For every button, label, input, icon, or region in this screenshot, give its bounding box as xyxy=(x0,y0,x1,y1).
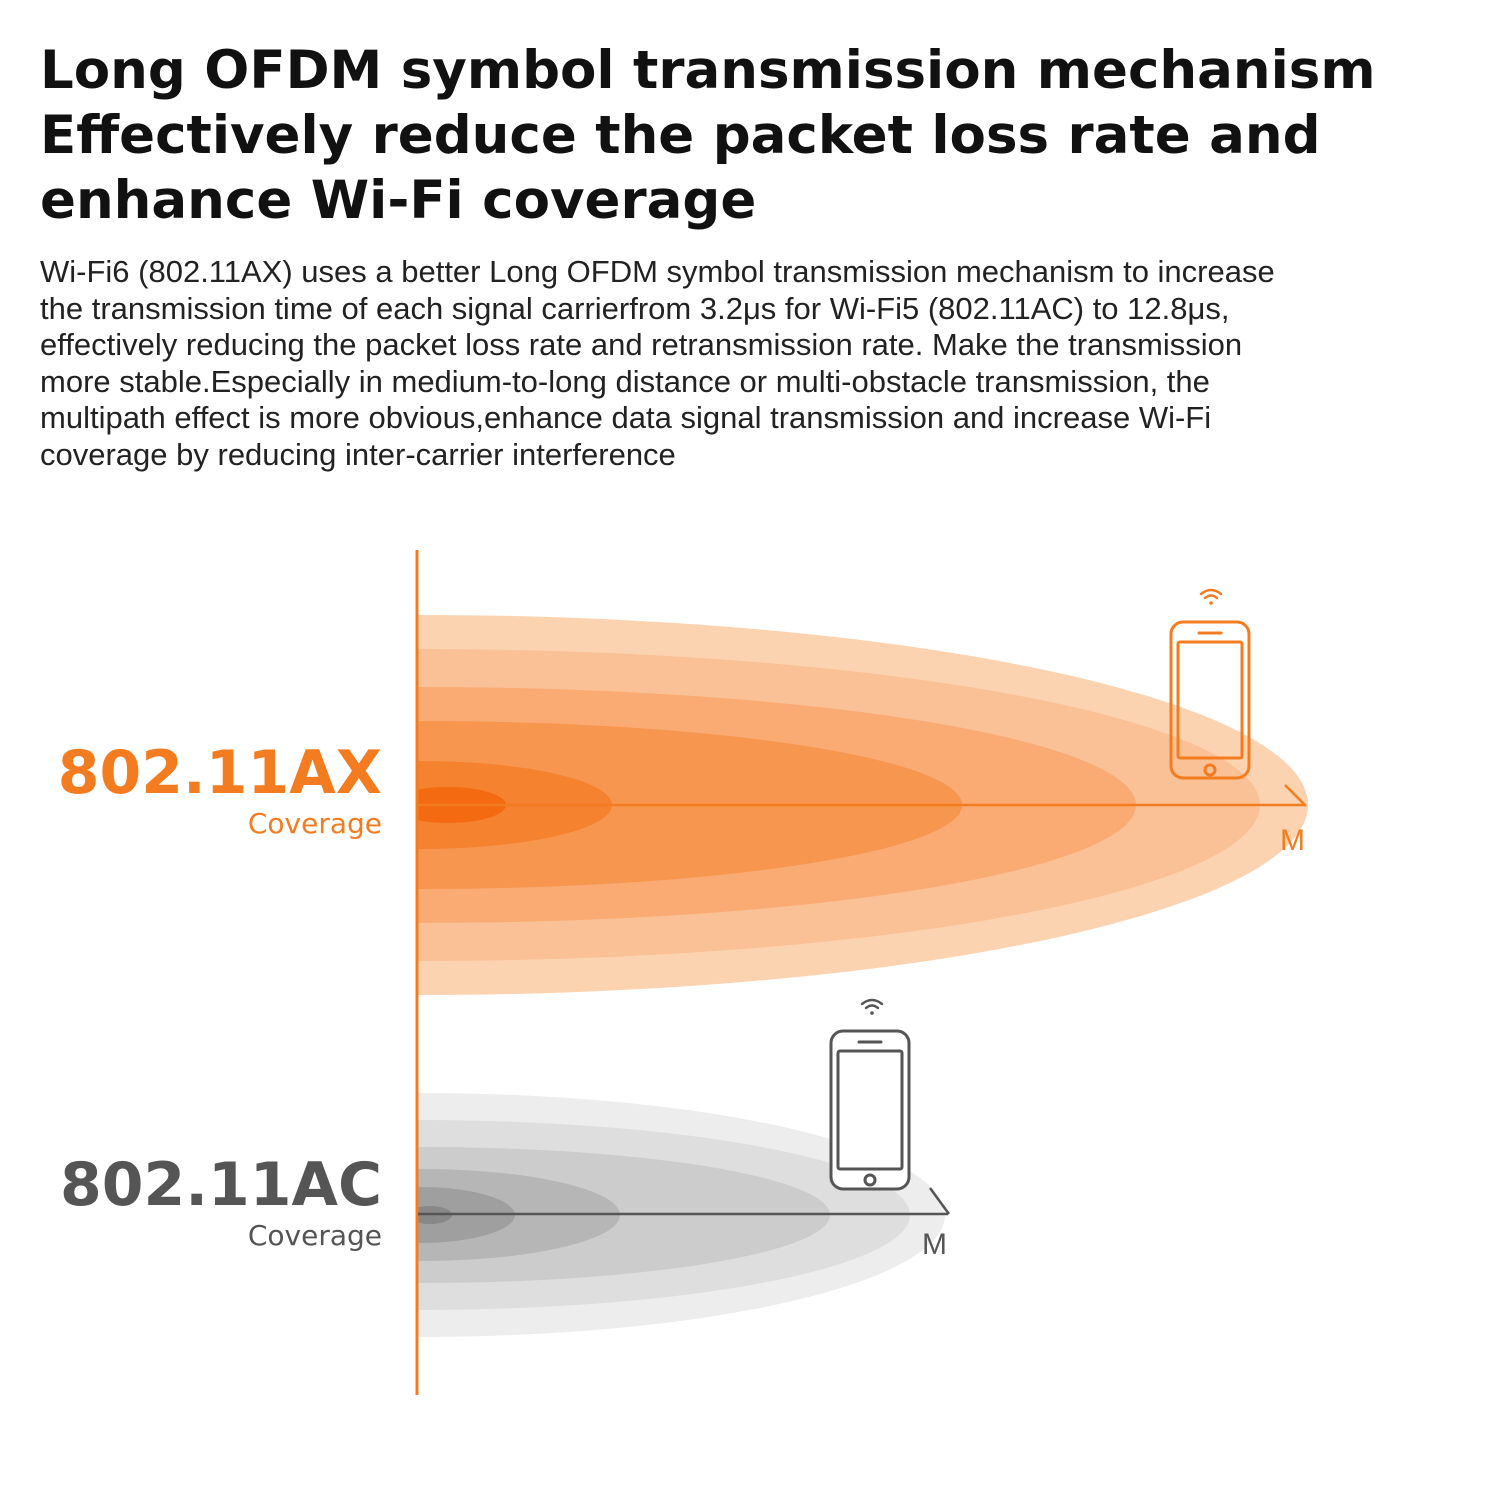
ax-coverage-caption: Coverage xyxy=(247,807,382,840)
ac-distance-axis xyxy=(418,1187,951,1216)
headline-line: Effectively reduce the packet loss rate … xyxy=(40,105,1321,166)
description-line: more stable.Especially in medium-to-long… xyxy=(40,363,1210,399)
wifi-icon xyxy=(1199,588,1223,605)
description-line: effectively reducing the packet loss rat… xyxy=(40,327,1243,363)
coverage-diagram xyxy=(415,550,1308,1395)
description-line: the transmission time of each signal car… xyxy=(40,290,1230,326)
description-line: Wi-Fi6 (802.11AX) uses a better Long OFD… xyxy=(40,254,1275,289)
description-line: coverage by reducing inter-carrier inter… xyxy=(40,436,676,472)
ax-standard-name: 802.11AX xyxy=(57,738,382,808)
headline: Long OFDM symbol transmission mechanism … xyxy=(40,38,1480,233)
ax-coverage-label: 802.11AX Coverage xyxy=(22,740,382,840)
ac-axis-unit: M xyxy=(922,1228,947,1261)
smartphone-icon xyxy=(829,1029,911,1191)
ax-distance-axis xyxy=(418,784,1307,807)
ax-axis-unit: M xyxy=(1280,824,1305,857)
description-line: multipath effect is more obvious,enhance… xyxy=(40,400,1212,436)
ac-coverage-label: 802.11AC Coverage xyxy=(22,1152,382,1252)
description: Wi-Fi6 (802.11AX) uses a better Long OFD… xyxy=(40,254,1490,474)
smartphone-icon xyxy=(1169,620,1251,780)
wifi-icon xyxy=(860,998,884,1015)
headline-line: enhance Wi-Fi coverage xyxy=(40,170,757,231)
ac-standard-name: 802.11AC xyxy=(59,1150,382,1220)
headline-line: Long OFDM symbol transmission mechanism xyxy=(40,40,1376,101)
ac-coverage-caption: Coverage xyxy=(247,1219,382,1252)
